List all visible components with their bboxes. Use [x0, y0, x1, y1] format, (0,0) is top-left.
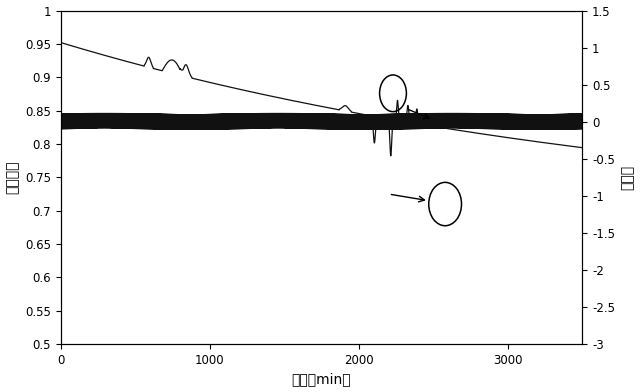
Y-axis label: 蔣着速度: 蔣着速度	[6, 161, 20, 194]
X-axis label: 時間（min）: 時間（min）	[292, 372, 351, 387]
Y-axis label: 虚数部: 虚数部	[620, 165, 634, 190]
